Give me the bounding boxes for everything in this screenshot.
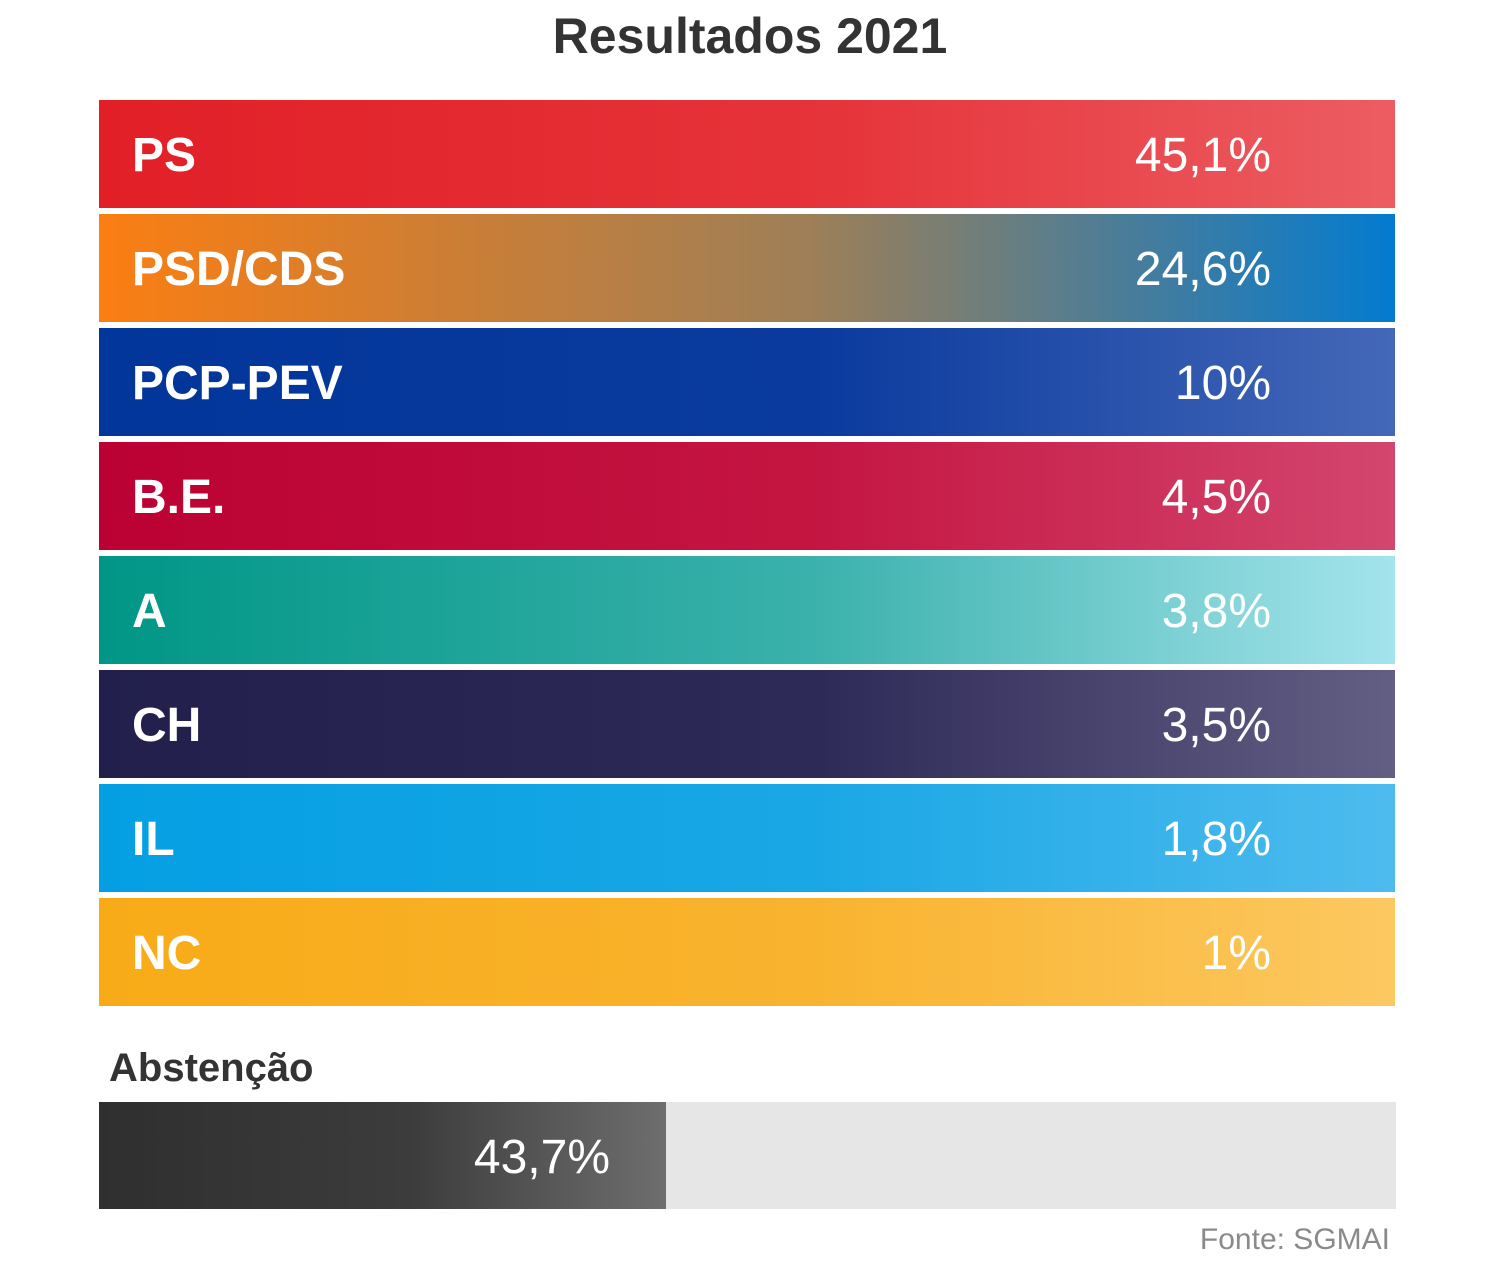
- bar-value-label: 45,1%: [1134, 129, 1271, 182]
- bar-label: B.E.: [132, 471, 226, 524]
- bar-value-label: 4,5%: [1161, 471, 1271, 524]
- bar-psd-cds: PSD/CDS 24,6%: [99, 214, 1395, 322]
- party-bars: PS 45,1% PSD/CDS 24,6% PCP-PEV 10% B.E. 4,5% A 3,…: [99, 100, 1395, 1012]
- bar-value-label: 24,6%: [1134, 243, 1271, 296]
- abstention-track: 43,7%: [99, 1102, 1396, 1209]
- source-note: Fonte: SGMAI: [1199, 1223, 1390, 1256]
- bar-label: A: [132, 585, 167, 638]
- bar-label: IL: [132, 813, 175, 866]
- abstention-label: Abstenção: [109, 1046, 314, 1090]
- bar-value-label: 3,5%: [1161, 699, 1271, 752]
- abstention-fill: 43,7%: [99, 1102, 666, 1209]
- bar-label: NC: [132, 927, 202, 980]
- bar-label: PS: [132, 129, 197, 182]
- bar-label: CH: [132, 699, 202, 752]
- bar-nc: NC 1%: [99, 898, 1395, 1006]
- bar-il: IL 1,8%: [99, 784, 1395, 892]
- bar-b-e-: B.E. 4,5%: [99, 442, 1395, 550]
- bar-ch: CH 3,5%: [99, 670, 1395, 778]
- bar-label: PCP-PEV: [132, 357, 343, 410]
- bar-value-label: 10%: [1174, 357, 1271, 410]
- bar-value-label: 3,8%: [1161, 585, 1271, 638]
- chart-title: Resultados 2021: [552, 8, 948, 64]
- bar-ps: PS 45,1%: [99, 100, 1395, 208]
- bar-label: PSD/CDS: [132, 243, 346, 296]
- bar-value-label: 1,8%: [1161, 813, 1271, 866]
- abstention-value: 43,7%: [473, 1131, 610, 1184]
- bar-value-label: 1%: [1201, 927, 1271, 980]
- bar-pcp-pev: PCP-PEV 10%: [99, 328, 1395, 436]
- bar-a: A 3,8%: [99, 556, 1395, 664]
